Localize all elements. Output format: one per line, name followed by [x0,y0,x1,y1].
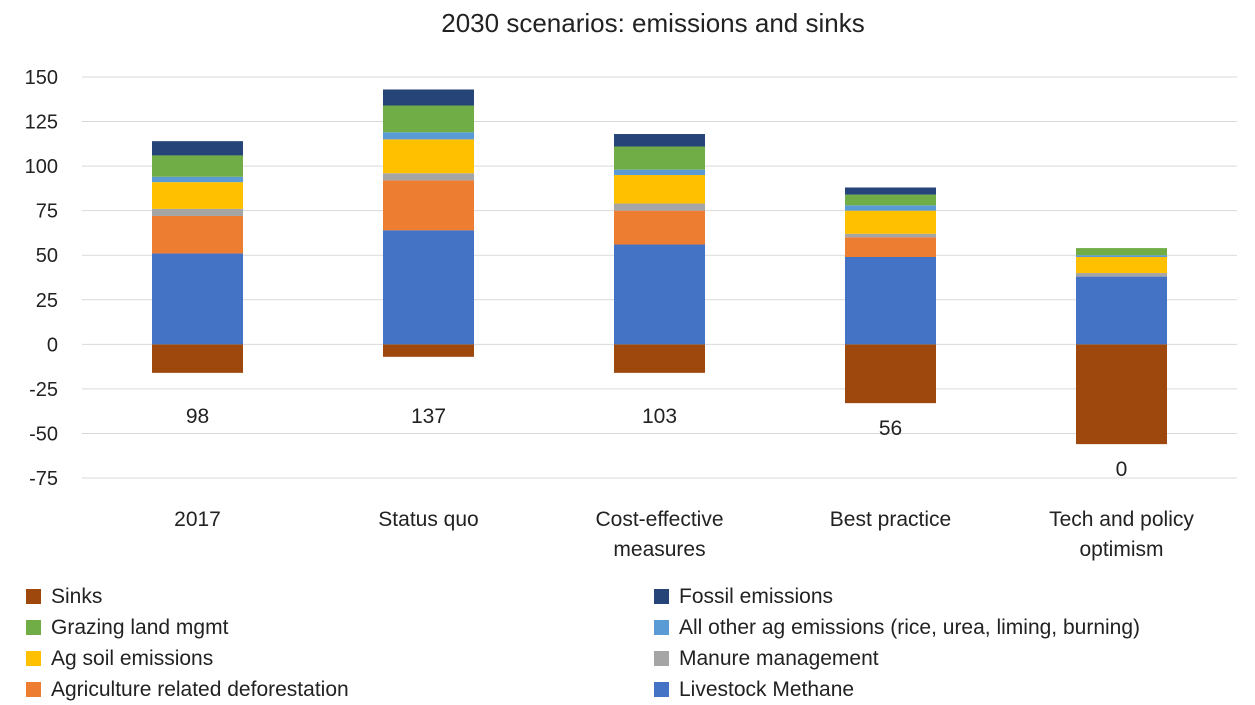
bar-segment [383,180,474,231]
legend-label: All other ag emissions (rice, urea, limi… [679,616,1141,639]
y-tick-label: -75 [29,468,58,490]
bar-segment [383,139,474,174]
bar-segment [383,173,474,181]
stacked-bar-chart: 2030 scenarios: emissions and sinks 1501… [25,8,1237,561]
bar-segment [152,141,243,156]
legend-label: Agriculture related deforestation [51,678,349,701]
y-tick-label: -50 [29,423,58,445]
y-tick-label: 150 [25,67,58,89]
legend-item: Fossil emissions [654,585,833,609]
legend-item: All other ag emissions (rice, urea, limi… [654,616,1140,640]
bar-segment [152,176,243,183]
bar-segment [383,132,474,140]
bar-segment [614,134,705,147]
legend-label: Manure management [679,647,879,670]
bar-segment [614,175,705,204]
y-tick-label: 100 [25,156,58,178]
legend-label: Livestock Methane [679,678,855,701]
chart-legend: Sinks Fossil emissions Grazing land mgmt Al… [0,578,1255,705]
bar-segment [383,230,474,345]
chart-title: 2030 scenarios: emissions and sinks [441,8,864,38]
bar-segment [1076,276,1167,345]
bar-segment [1076,257,1167,274]
bar-segment [152,216,243,254]
bar-segment [152,208,243,217]
legend-swatch [26,620,41,635]
legend-item: Manure management [654,647,879,671]
x-category-label: optimism [1079,538,1163,561]
y-tick-label: 50 [36,245,58,267]
bar-segment [845,233,936,238]
y-axis: 150 125 100 75 50 25 0 -25 -50 -75 [25,67,58,490]
bar-segment [152,182,243,209]
net-total-label: 98 [186,405,209,428]
x-axis: 2017 Status quo Cost-effective measures Best… [174,508,1194,561]
legend-swatch [654,589,669,604]
net-total-label: 56 [879,417,902,440]
legend-label: Grazing land mgmt [51,616,229,639]
bar-segment [614,169,705,176]
legend-item: Agriculture related deforestation [26,678,349,702]
bars [152,89,1167,445]
bar-segment [845,187,936,195]
bar-segment [614,244,705,345]
net-total-label: 137 [411,405,446,428]
bar-segment [383,89,474,106]
bar-segment [1076,344,1167,445]
y-tick-label: 125 [25,112,58,134]
bar-segment [152,155,243,177]
x-category-label: Status quo [378,508,478,531]
y-tick-label: -25 [29,379,58,401]
x-category-label: measures [613,538,705,561]
bar-segment [845,194,936,206]
bar-segment [614,344,705,373]
legend-label: Fossil emissions [679,585,834,608]
y-tick-label: 25 [36,290,58,312]
bar-segment [152,344,243,373]
bar-segment [845,257,936,345]
bar-segment [614,203,705,211]
bar-segment [383,344,474,357]
bar-segment [845,210,936,234]
legend-item: Grazing land mgmt [26,616,228,640]
net-total-label: 0 [1116,458,1128,481]
legend-swatch [26,682,41,697]
x-category-label: Tech and policy [1049,508,1194,531]
legend-swatch [654,651,669,666]
bar-segment [1076,273,1167,277]
bar-segment [845,344,936,404]
y-tick-label: 75 [36,201,58,223]
y-tick-label: 0 [47,334,58,356]
bar-segment [1076,248,1167,256]
x-category-label: 2017 [174,508,221,531]
x-category-label: Best practice [830,508,951,531]
legend-label: Ag soil emissions [51,647,214,670]
legend-swatch [654,682,669,697]
net-labels: 98 137 103 56 0 [186,405,1128,481]
legend-item: Livestock Methane [654,678,854,702]
bar-segment [845,205,936,211]
legend-item: Sinks [26,585,102,609]
legend-swatch [26,651,41,666]
legend-swatch [26,589,41,604]
net-total-label: 103 [642,405,677,428]
legend-label: Sinks [51,585,103,608]
bar-segment [152,253,243,345]
legend-swatch [654,620,669,635]
x-category-label: Cost-effective [596,508,724,531]
legend-item: Ag soil emissions [26,647,213,671]
bar-segment [383,105,474,133]
bar-segment [1076,255,1167,258]
bar-segment [614,146,705,170]
bar-segment [614,210,705,245]
bar-segment [845,237,936,258]
